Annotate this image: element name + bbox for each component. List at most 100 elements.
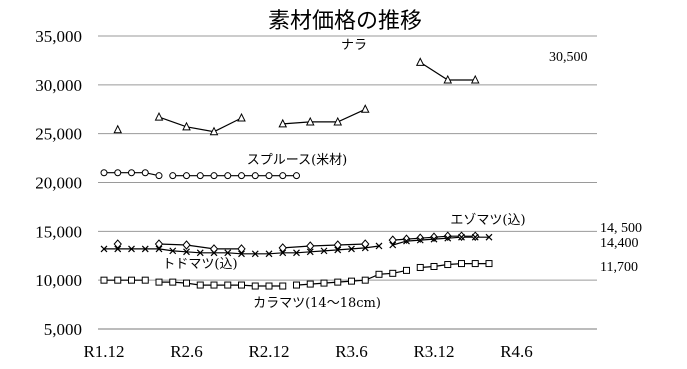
data-point-1 xyxy=(224,172,232,180)
data-point-2 xyxy=(182,240,191,250)
series-line-2 xyxy=(282,243,366,249)
end-value-label: 14,400 xyxy=(600,236,639,251)
data-point-3 xyxy=(430,235,438,243)
series-label-todomatsu: トドマツ(込) xyxy=(162,257,237,272)
data-point-0 xyxy=(333,116,343,126)
x-tick-label: R3.12 xyxy=(413,342,454,361)
data-point-1 xyxy=(251,172,259,180)
data-point-1 xyxy=(238,172,245,180)
data-point-0 xyxy=(470,74,480,84)
data-point-4 xyxy=(279,282,287,290)
data-point-2 xyxy=(443,231,452,241)
series-label-nara: ナラ xyxy=(341,38,367,53)
data-point-4 xyxy=(196,281,204,289)
data-point-2 xyxy=(306,241,315,251)
data-point-1 xyxy=(114,169,122,177)
data-point-4 xyxy=(430,262,438,270)
data-point-3 xyxy=(375,242,383,250)
data-point-1 xyxy=(169,172,177,180)
data-point-3 xyxy=(183,248,190,256)
data-point-3 xyxy=(458,233,465,241)
data-point-3 xyxy=(224,249,232,257)
data-point-0 xyxy=(113,124,123,134)
data-point-3 xyxy=(444,234,452,242)
data-point-4 xyxy=(224,281,232,289)
data-point-4 xyxy=(238,281,245,289)
data-point-0 xyxy=(209,126,219,136)
data-point-2 xyxy=(416,233,425,243)
data-point-2 xyxy=(388,235,397,245)
data-point-4 xyxy=(251,282,259,290)
data-point-2 xyxy=(209,244,219,254)
data-point-3 xyxy=(100,245,108,253)
data-point-1 xyxy=(196,172,204,180)
data-point-4 xyxy=(100,276,108,284)
data-point-0 xyxy=(415,57,425,66)
data-point-3 xyxy=(389,241,397,249)
data-point-3 xyxy=(114,245,122,253)
x-tick-label: R3.6 xyxy=(335,342,368,361)
data-point-1 xyxy=(141,169,149,177)
data-point-3 xyxy=(279,249,287,257)
data-point-1 xyxy=(100,169,108,177)
data-point-4 xyxy=(375,270,383,278)
data-point-2 xyxy=(333,240,342,250)
data-point-2 xyxy=(237,244,246,254)
data-point-3 xyxy=(471,233,479,241)
data-point-4 xyxy=(183,279,190,287)
data-point-4 xyxy=(485,260,493,268)
data-point-2 xyxy=(361,239,370,249)
y-tick-label: 20,000 xyxy=(35,174,82,193)
y-tick-label: 25,000 xyxy=(35,125,82,144)
data-point-4 xyxy=(128,276,135,284)
data-point-4 xyxy=(334,278,342,286)
series-label-karamatsu: カラマツ(14～18cm) xyxy=(253,296,381,311)
gridlines xyxy=(98,35,597,281)
data-point-0 xyxy=(154,111,164,121)
data-point-4 xyxy=(348,277,355,285)
series-line-0 xyxy=(158,116,242,133)
x-tick-label: R2.6 xyxy=(170,342,203,361)
data-point-3 xyxy=(238,250,245,258)
data-point-3 xyxy=(403,237,410,245)
y-tick-label: 15,000 xyxy=(35,222,82,241)
data-point-4 xyxy=(141,276,149,284)
data-point-0 xyxy=(443,74,453,84)
data-point-3 xyxy=(485,233,493,241)
y-tick-label: 5,000 xyxy=(44,320,82,339)
data-point-3 xyxy=(128,245,135,253)
data-point-2 xyxy=(429,232,439,242)
data-point-3 xyxy=(348,245,355,253)
axes: 5,000 10,000 15,000 20,000 25,000 30,000 35,00… xyxy=(35,27,597,361)
data-point-4 xyxy=(155,278,163,286)
y-tick-label: 30,000 xyxy=(35,76,82,95)
data-point-4 xyxy=(210,281,218,289)
data-point-3 xyxy=(361,244,369,252)
data-point-4 xyxy=(444,261,452,269)
data-point-4 xyxy=(265,282,273,290)
data-point-4 xyxy=(114,276,122,284)
data-point-4 xyxy=(293,281,300,289)
y-tick-label: 35,000 xyxy=(35,27,82,46)
data-point-3 xyxy=(169,247,177,255)
data-point-2 xyxy=(402,234,411,244)
data-point-4 xyxy=(306,280,314,288)
data-point-3 xyxy=(265,250,273,258)
series-label-ezomatsu: エゾマツ(込) xyxy=(450,213,525,228)
data-point-3 xyxy=(251,250,259,258)
data-point-0 xyxy=(278,118,288,128)
data-point-3 xyxy=(141,245,149,253)
data-point-4 xyxy=(458,260,465,268)
data-point-3 xyxy=(210,249,218,257)
x-tick-label: R1.12 xyxy=(83,342,124,361)
data-point-1 xyxy=(128,169,135,177)
x-tick-label: R2.12 xyxy=(248,342,289,361)
data-point-1 xyxy=(279,172,287,180)
data-point-4 xyxy=(169,278,177,286)
y-tick-label: 10,000 xyxy=(35,271,82,290)
data-point-4 xyxy=(361,276,369,284)
data-point-1 xyxy=(265,172,273,180)
